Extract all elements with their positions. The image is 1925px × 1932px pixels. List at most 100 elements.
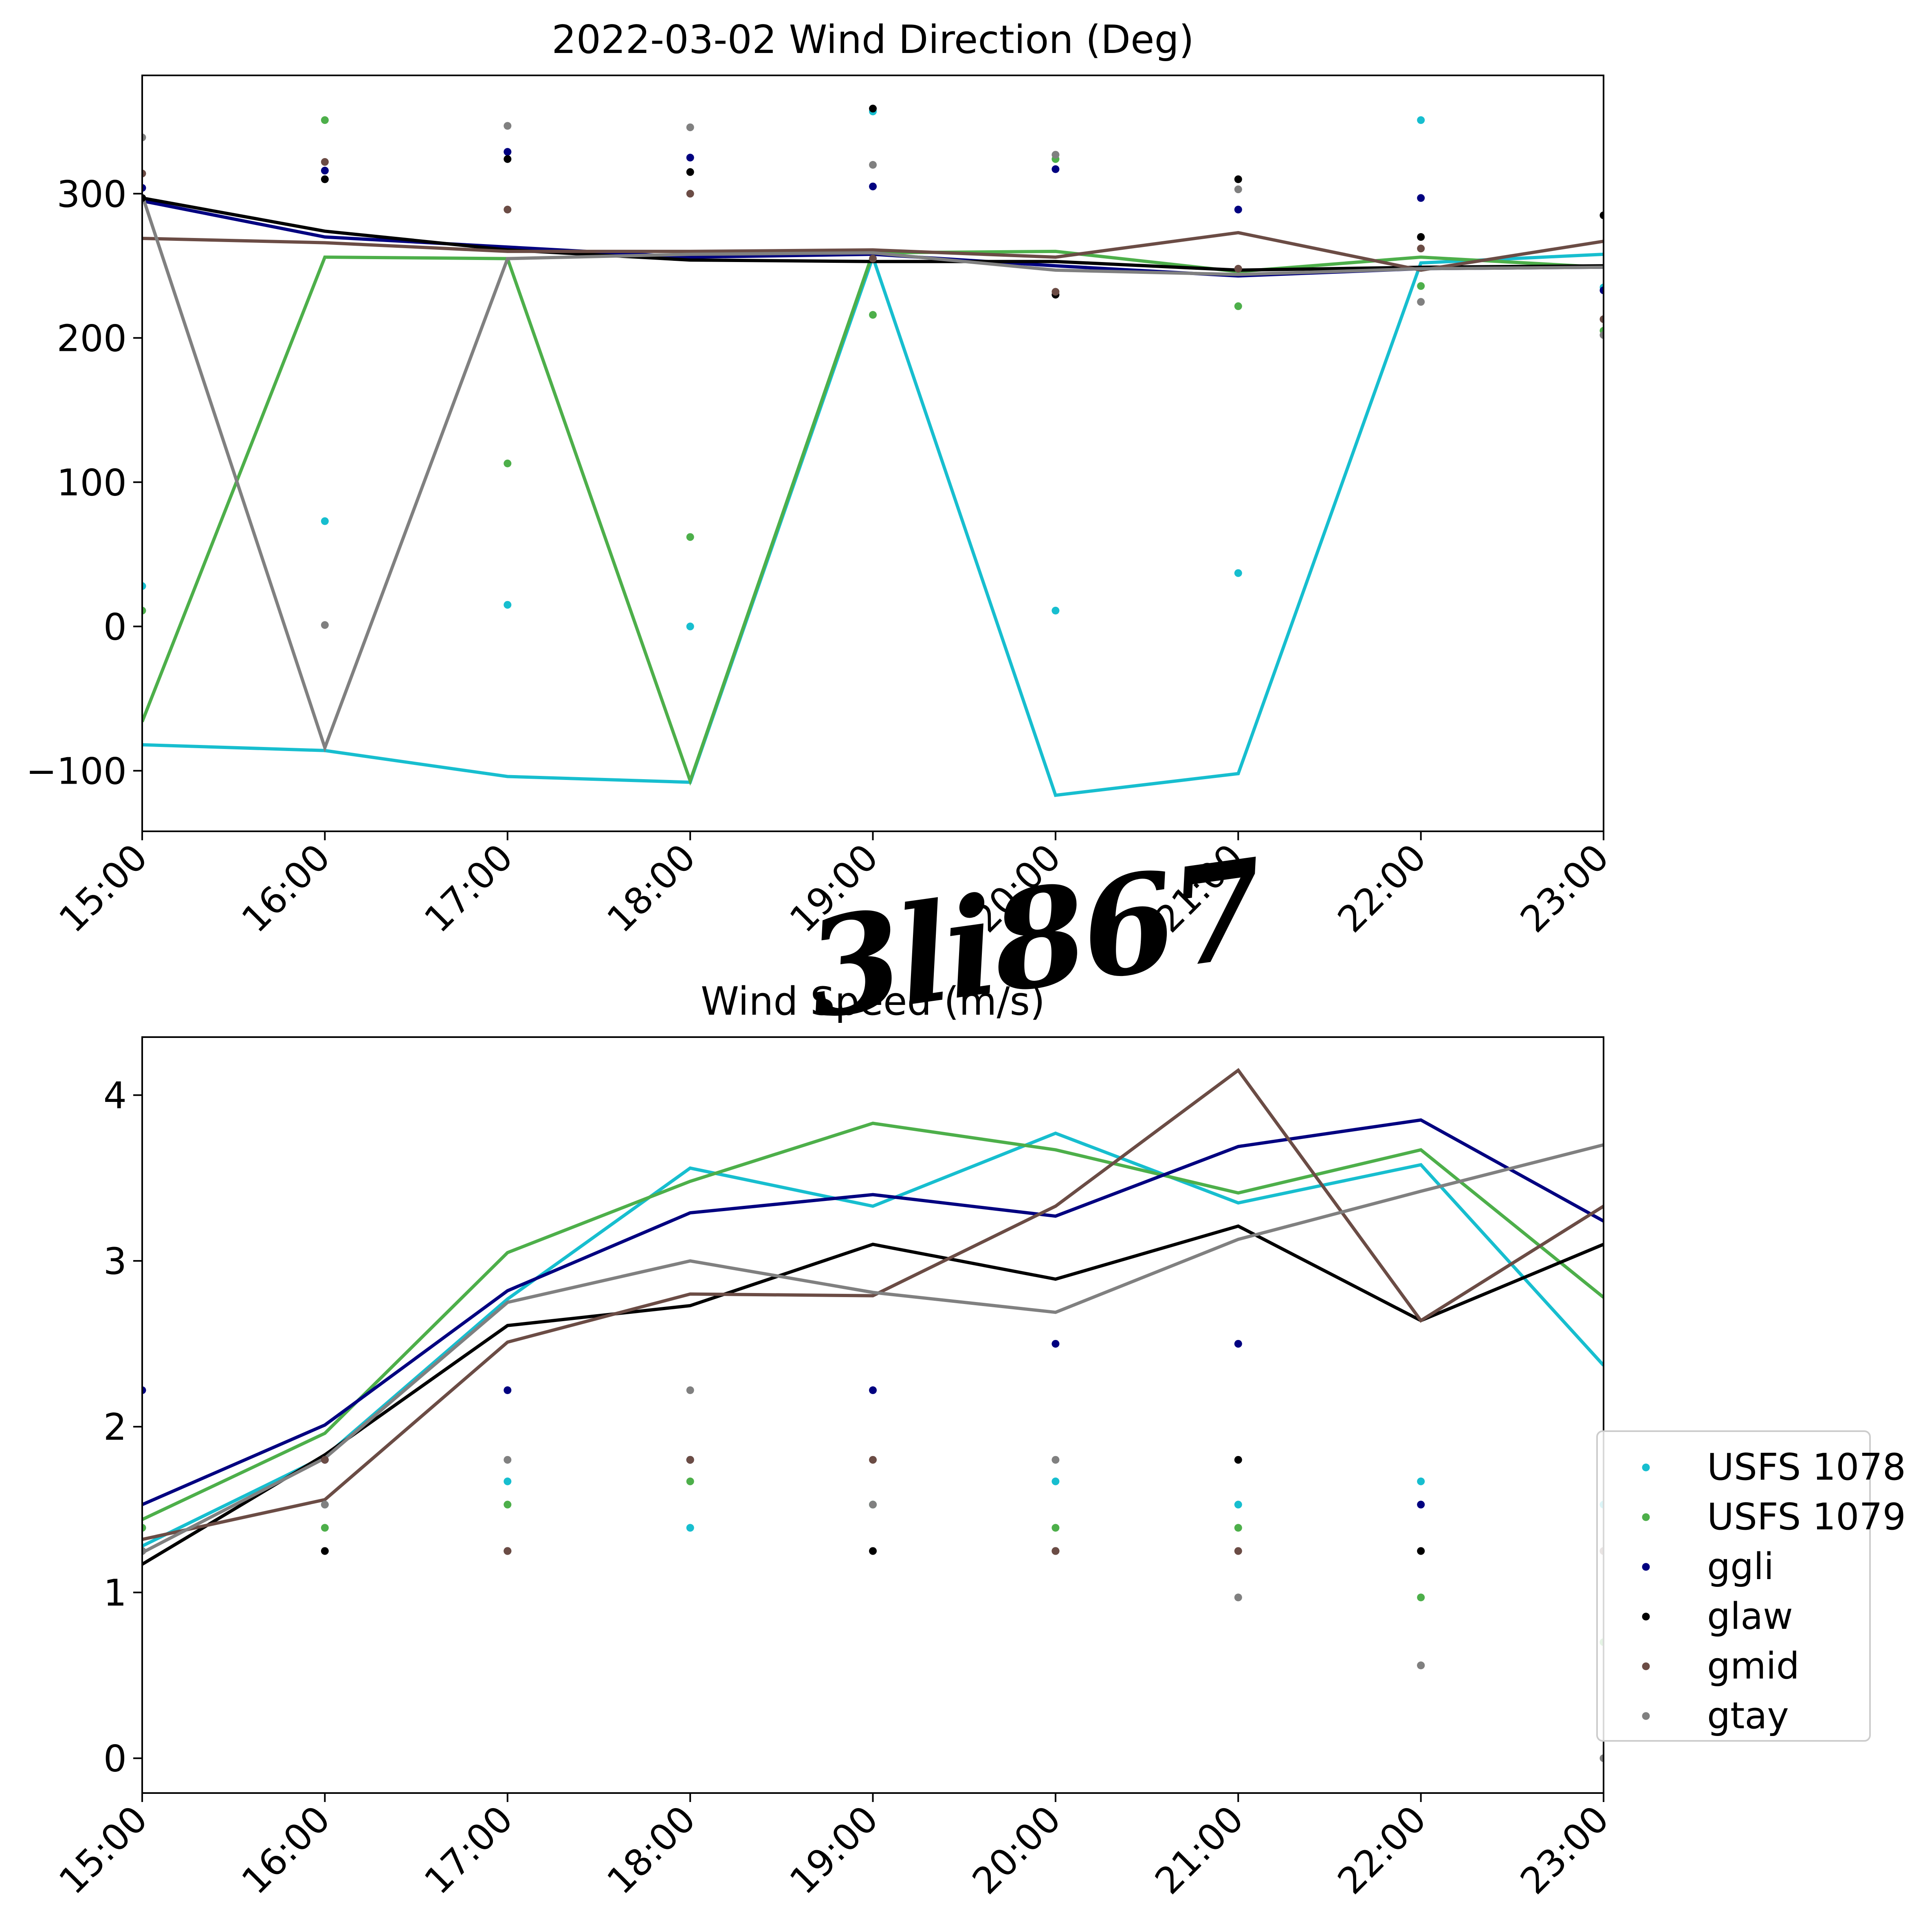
data-point-glaw bbox=[1234, 175, 1242, 183]
data-point-gtay bbox=[142, 1547, 146, 1555]
x-tick-label: 22:00 bbox=[1330, 1798, 1435, 1903]
series-line-gtay bbox=[142, 1143, 1604, 1554]
data-point-gtay bbox=[1234, 185, 1242, 194]
series-line-gtay bbox=[142, 194, 1604, 753]
x-tick-label: 15:00 bbox=[51, 836, 156, 941]
data-point-glaw bbox=[321, 175, 329, 183]
data-point-gmid bbox=[869, 1456, 877, 1464]
data-point-ggli bbox=[321, 167, 329, 175]
chart-title: 2022-03-02 Wind Direction (Deg) bbox=[552, 18, 1194, 62]
data-point-ggli bbox=[142, 184, 146, 192]
x-tick-label: 17:00 bbox=[416, 836, 521, 941]
data-point-ggli bbox=[1417, 1500, 1425, 1509]
data-point-gtay bbox=[1417, 298, 1425, 306]
data-point-usfs-1079 bbox=[321, 1524, 329, 1532]
data-point-usfs-1079 bbox=[686, 1477, 694, 1485]
data-point-gtay bbox=[321, 621, 329, 629]
x-tick-label: 16:00 bbox=[233, 1798, 339, 1903]
data-point-usfs-1079 bbox=[321, 116, 329, 124]
y-tick-label: 2 bbox=[103, 1406, 127, 1449]
series-line-usfs-1078 bbox=[142, 252, 1604, 797]
data-point-usfs-1078 bbox=[1234, 1500, 1242, 1509]
data-point-usfs-1079 bbox=[1417, 282, 1425, 290]
data-point-ggli bbox=[1052, 1340, 1060, 1348]
data-point-usfs-1079 bbox=[686, 533, 694, 541]
data-point-gtay bbox=[142, 133, 146, 141]
data-point-glaw bbox=[1417, 233, 1425, 241]
data-point-glaw bbox=[1234, 1456, 1242, 1464]
data-point-glaw bbox=[321, 1547, 329, 1555]
data-point-usfs-1078 bbox=[686, 622, 694, 630]
data-point-ggli bbox=[686, 154, 694, 162]
legend-box bbox=[1596, 1430, 1871, 1742]
data-point-gtay bbox=[1599, 331, 1604, 339]
x-tick-label: 17:00 bbox=[416, 1798, 521, 1903]
y-tick-label: 1 bbox=[103, 1572, 127, 1615]
chart-panel-1: 2022-03-02 Wind Direction (Deg) −100 0 100 2… bbox=[26, 18, 1617, 941]
data-point-usfs-1079 bbox=[142, 606, 146, 615]
x-tick-label: 19:00 bbox=[781, 1798, 887, 1903]
data-point-glaw bbox=[142, 194, 146, 202]
data-point-usfs-1078 bbox=[1417, 116, 1425, 124]
data-point-usfs-1078 bbox=[504, 1477, 512, 1485]
x-tick-label: 18:00 bbox=[599, 1798, 704, 1903]
data-point-glaw bbox=[1599, 211, 1604, 219]
data-point-gtay bbox=[1417, 1661, 1425, 1670]
plot-area bbox=[142, 1068, 1604, 1762]
x-tick-label: 21:00 bbox=[1147, 1798, 1252, 1903]
y-tick-label: −100 bbox=[26, 750, 127, 793]
data-point-usfs-1079 bbox=[1234, 302, 1242, 310]
data-point-usfs-1078 bbox=[1052, 606, 1060, 615]
legend-label-ggli: ggli bbox=[1707, 1545, 1774, 1588]
y-tick-label: 0 bbox=[103, 606, 127, 648]
data-point-gmid bbox=[1599, 315, 1604, 323]
series-line-gmid bbox=[142, 231, 1604, 272]
data-point-gmid bbox=[1417, 245, 1425, 253]
data-point-usfs-1079 bbox=[504, 1500, 512, 1509]
series-line-usfs-1079 bbox=[142, 249, 1604, 786]
legend-marker-gmid bbox=[1642, 1662, 1650, 1670]
data-point-usfs-1078 bbox=[1417, 1477, 1425, 1485]
legend-marker-usfs-1078 bbox=[1642, 1463, 1650, 1472]
data-point-gmid bbox=[686, 1456, 694, 1464]
data-point-ggli bbox=[1052, 165, 1060, 173]
chart-panel-2: Wind Speed (m/s) 0 1 2 3 4 15:00 16:00 17:00 18:0… bbox=[51, 979, 1906, 1903]
data-point-gmid bbox=[686, 189, 694, 198]
series-line-usfs-1079 bbox=[142, 1121, 1604, 1521]
data-point-gmid bbox=[1234, 264, 1242, 273]
legend-marker-ggli bbox=[1642, 1563, 1650, 1571]
y-tick-label: 300 bbox=[57, 173, 127, 216]
data-point-ggli bbox=[869, 1386, 877, 1394]
legend-label-gtay: gtay bbox=[1707, 1694, 1789, 1737]
y-tick-label: 0 bbox=[103, 1738, 127, 1780]
data-point-usfs-1078 bbox=[1052, 1477, 1060, 1485]
data-point-gtay bbox=[686, 1386, 694, 1394]
data-point-gmid bbox=[504, 205, 512, 214]
data-point-gtay bbox=[1599, 1754, 1604, 1762]
legend-marker-glaw bbox=[1642, 1613, 1650, 1621]
axes-frame bbox=[141, 1036, 1604, 1794]
data-point-usfs-1079 bbox=[504, 459, 512, 467]
data-point-ggli bbox=[1417, 194, 1425, 202]
data-point-ggli bbox=[504, 1386, 512, 1394]
data-point-glaw bbox=[686, 168, 694, 176]
y-tick-label: 100 bbox=[57, 461, 127, 504]
series-line-usfs-1078 bbox=[142, 1131, 1604, 1548]
data-point-gmid bbox=[142, 170, 146, 178]
data-point-gtay bbox=[1052, 151, 1060, 159]
data-point-ggli bbox=[1599, 286, 1604, 294]
data-point-gtay bbox=[1234, 1593, 1242, 1602]
series-line-ggli bbox=[142, 199, 1604, 278]
data-point-gmid bbox=[869, 255, 877, 263]
series-line-glaw bbox=[142, 1224, 1604, 1566]
x-tick-label: 16:00 bbox=[233, 836, 339, 941]
data-point-usfs-1078 bbox=[321, 517, 329, 525]
data-point-glaw bbox=[504, 155, 512, 163]
data-point-gtay bbox=[686, 123, 694, 131]
data-point-usfs-1079 bbox=[1052, 1524, 1060, 1532]
x-tick-label: 23:00 bbox=[1512, 836, 1617, 941]
x-tick-label: 23:00 bbox=[1512, 1798, 1617, 1903]
data-point-gtay bbox=[504, 1456, 512, 1464]
data-point-usfs-1079 bbox=[869, 311, 877, 319]
y-tick-label: 4 bbox=[103, 1074, 127, 1117]
